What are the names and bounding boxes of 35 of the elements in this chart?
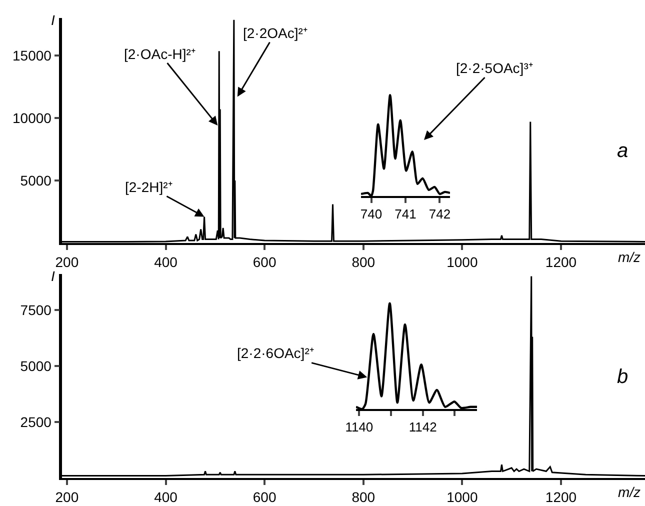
x-tick-label: 800 <box>352 254 376 270</box>
y-axis-title: I <box>51 12 55 28</box>
x-tick-label: 1142 <box>408 420 437 435</box>
annotation: b <box>617 366 628 388</box>
x-tick-label: 400 <box>154 254 178 270</box>
x-tick-label: 741 <box>394 206 416 222</box>
line-series <box>62 275 645 477</box>
x-tick-label: 600 <box>252 254 276 270</box>
annotation: [2-2H]²⁺ <box>125 179 173 195</box>
x-tick-label: 740 <box>360 206 382 222</box>
x-tick-label: 742 <box>428 206 451 222</box>
x-axis-title: m/z <box>618 484 641 500</box>
x-tick-label: 1200 <box>545 254 577 270</box>
annotation: [2·2·6OAc]²⁺ <box>237 345 314 361</box>
y-axis-title: I <box>51 268 55 284</box>
x-tick-label: 800 <box>352 488 376 505</box>
annotation: [2·2OAc]²⁺ <box>243 25 308 41</box>
x-tick-label: 600 <box>252 488 276 505</box>
x-tick-label: 1000 <box>446 254 478 270</box>
y-tick-label: 5000 <box>20 172 52 188</box>
y-tick-label: 10000 <box>12 110 52 126</box>
annotation: [2·OAc-H]²⁺ <box>124 46 196 62</box>
annotation: a <box>617 140 628 162</box>
x-axis-title: m/z <box>618 249 641 265</box>
y-tick-label: 2500 <box>20 414 52 430</box>
annotation: [2·2·5OAc]³⁺ <box>456 60 534 76</box>
x-tick-label: 400 <box>154 488 178 505</box>
x-tick-label: 1000 <box>446 488 478 505</box>
y-tick-label: 7500 <box>20 302 52 318</box>
y-tick-label: 15000 <box>12 47 52 64</box>
x-tick-label: 1140 <box>345 420 374 435</box>
x-tick-label: 1200 <box>545 488 577 505</box>
y-tick-label: 5000 <box>20 358 52 374</box>
x-tick-label: 200 <box>55 254 79 270</box>
x-tick-label: 200 <box>55 488 79 505</box>
